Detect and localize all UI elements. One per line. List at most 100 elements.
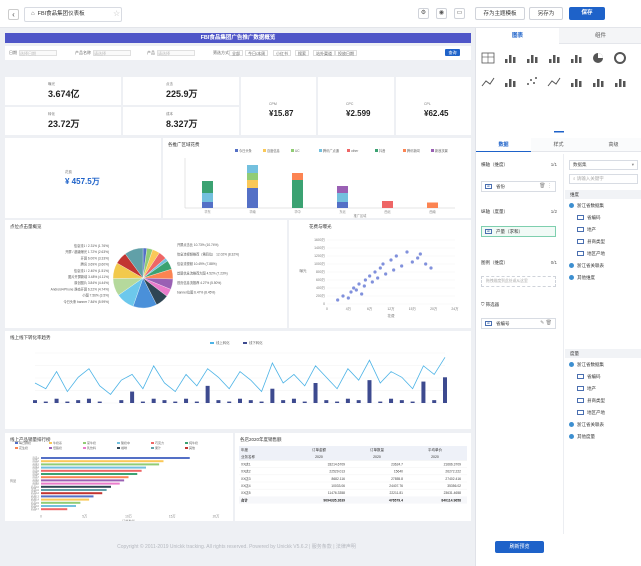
filter-xhs-button[interactable]: 小红书: [273, 50, 291, 56]
filter-product-name-input[interactable]: 请选择: [93, 50, 131, 56]
filter-search-button[interactable]: 搜索: [295, 50, 309, 56]
icon-shape: [530, 79, 532, 81]
filter-date[interactable]: 日期 选择日期: [9, 50, 57, 56]
scatter-chart-icon[interactable]: [527, 77, 537, 85]
stacked-bar-icon[interactable]: [571, 55, 582, 63]
table-chart-icon[interactable]: [481, 52, 495, 64]
combo-chart-icon[interactable]: [505, 79, 516, 87]
tree-group-item[interactable]: 浙江省关联表: [569, 422, 604, 428]
tree-group-item[interactable]: 其他度量: [569, 434, 595, 440]
tab-charts[interactable]: 图表: [476, 28, 559, 44]
filter-offsite-button[interactable]: 站外渠道: [313, 50, 335, 56]
tree-field-item[interactable]: 省编码: [577, 374, 601, 380]
filter-date-range-button[interactable]: 投放日期: [335, 50, 357, 56]
dataset-select-value: 数据集: [573, 162, 587, 167]
edit-icon[interactable]: ✎ 🗑: [540, 320, 552, 326]
field-type-icon: ab: [485, 184, 492, 189]
combo-chart: 线上转化 线下转化: [33, 340, 447, 404]
legend-swatch: [185, 447, 188, 449]
filter-product-name[interactable]: 产品名称 请选择: [75, 50, 131, 56]
icon-shape: [575, 79, 578, 87]
refresh-preview-button[interactable]: 刷新预览: [495, 541, 544, 553]
gear-icon[interactable]: ⚙: [418, 8, 429, 19]
tree-field-item[interactable]: 县商类型: [577, 398, 605, 404]
dataset-icon: [569, 275, 574, 281]
dimension-field-chip[interactable]: ab 省份 🗑 ⋮: [481, 181, 556, 192]
tree-field-item[interactable]: 地区产地: [577, 410, 605, 416]
icon-shape: [527, 59, 530, 63]
icon-shape: [557, 57, 560, 63]
legend-dropzone[interactable]: 拖拽维度到此处或从这里: [481, 276, 556, 287]
table-cell: 26272.222: [445, 470, 461, 474]
tab-components[interactable]: 组件: [594, 33, 606, 39]
grouped-bar-icon[interactable]: [527, 55, 538, 63]
tree-item-label: 其他度量: [577, 434, 595, 439]
bar: [248, 400, 253, 403]
area-chart-icon[interactable]: [547, 77, 561, 87]
legend-swatch: [431, 149, 434, 152]
save-as-template-button[interactable]: 存为主题模板: [475, 7, 525, 20]
icon-shape: [509, 79, 512, 87]
chart-type-grid: [481, 52, 626, 133]
tree-group-item[interactable]: 其他维度: [569, 275, 595, 281]
filter-product[interactable]: 产品 请选择: [147, 50, 195, 56]
bar-chart-icon[interactable]: [505, 55, 516, 63]
filter-field-chip[interactable]: ab 省编号 ✎ 🗑: [481, 318, 556, 329]
star-icon[interactable]: ☆: [113, 9, 121, 18]
link-icon: ⌂: [31, 11, 35, 17]
tick-label: 5万: [82, 514, 87, 518]
legend-swatch: [235, 149, 238, 152]
bar: [313, 383, 318, 403]
table-cell: 21666.3709: [444, 462, 462, 466]
tree-item-label: 省编码: [587, 215, 601, 220]
series-line: [34, 357, 446, 395]
tick-label: 商品5: [32, 469, 39, 473]
dataset-select[interactable]: 数据集 ▾: [569, 160, 638, 170]
tab-advanced[interactable]: 高级: [608, 142, 619, 148]
dashboard-tab[interactable]: ⌂ FBI食品集团仪表板: [24, 7, 122, 22]
bar: [291, 398, 296, 403]
tree-field-item[interactable]: 县商类型: [577, 239, 605, 245]
gauge-chart-icon[interactable]: [615, 79, 626, 87]
tree-field-item[interactable]: 地产: [577, 227, 596, 233]
table-cell: 23631.4658: [444, 491, 462, 495]
tree-group-item[interactable]: 浙江省数据集: [569, 362, 604, 368]
chevron-down-icon: ▾: [631, 162, 634, 167]
map-chart-icon[interactable]: [593, 79, 604, 87]
tree-group-item[interactable]: 浙江省关联表: [569, 263, 604, 269]
tick-label: 1200万: [314, 254, 326, 258]
scatter-point: [381, 262, 385, 266]
measure-field-chip[interactable]: ab 产量（求和）: [481, 226, 556, 237]
monitor-icon[interactable]: ▭: [454, 8, 465, 19]
filter-all-button[interactable]: 全部: [229, 50, 243, 56]
filter-date-input[interactable]: 选择日期: [19, 50, 57, 56]
donut-chart-icon[interactable]: [614, 52, 626, 64]
save-button[interactable]: 保存: [569, 7, 605, 20]
tab-data[interactable]: 数据: [476, 138, 531, 152]
delete-icon[interactable]: 🗑 ⋮: [539, 183, 552, 189]
pie-chart-icon[interactable]: [593, 53, 603, 63]
tree-group-item[interactable]: 浙江省数据集: [569, 203, 604, 209]
funnel-chart-icon[interactable]: [571, 79, 582, 87]
tick-label: 商品16: [31, 504, 40, 508]
tree-field-item[interactable]: 地产: [577, 386, 596, 392]
hbar-chart-icon[interactable]: [549, 55, 560, 63]
scatter-point: [405, 250, 409, 254]
icon-shape: [533, 82, 535, 84]
kpi-label: 曝光: [48, 82, 55, 86]
tree-field-item[interactable]: 地区产地: [577, 251, 605, 257]
save-as-button[interactable]: 另存为: [529, 7, 563, 20]
tab-style[interactable]: 样式: [553, 142, 564, 148]
icon-shape: [579, 57, 582, 63]
filter-section-label: ⛉ 筛选器: [481, 302, 499, 308]
back-icon[interactable]: ‹: [8, 9, 19, 20]
line-chart-icon[interactable]: [481, 77, 495, 87]
tick-label: 商品12: [31, 491, 40, 495]
tree-field-item[interactable]: 省编码: [577, 215, 601, 221]
filter-today-button[interactable]: 今日/本周: [245, 50, 269, 56]
x-axis-label: 推广区域: [354, 213, 368, 218]
stamp-icon[interactable]: ◉: [436, 8, 447, 19]
query-button[interactable]: 查询: [445, 49, 460, 56]
field-search-input[interactable]: ⌕ 请输入关键字: [569, 174, 638, 184]
filter-product-input[interactable]: 请选择: [157, 50, 195, 56]
